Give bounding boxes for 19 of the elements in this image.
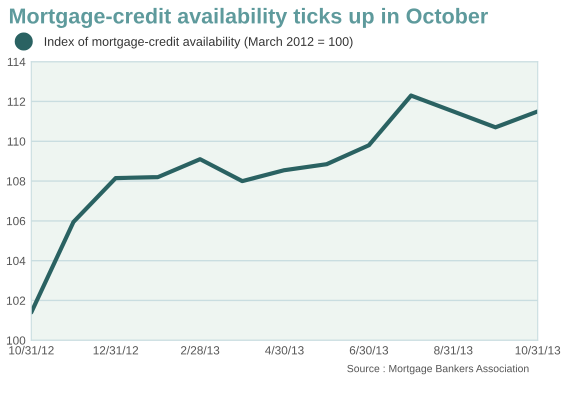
y-tick-label: 104 — [6, 256, 26, 266]
y-tick-label: 108 — [6, 177, 26, 186]
x-tick-label: 8/31/13 — [434, 346, 472, 355]
x-tick-label: 10/31/12 — [9, 346, 54, 355]
y-tick-label: 100 — [6, 336, 26, 345]
y-tick-label: 112 — [8, 98, 26, 106]
x-tick-label: 2/28/13 — [181, 346, 220, 355]
source-note: Source : Mortgage Bankers Association — [347, 364, 529, 374]
y-tick-label: 110 — [8, 137, 26, 146]
x-tick-label: 6/30/13 — [350, 346, 388, 355]
y-tick-label: 114 — [8, 58, 26, 66]
x-tick-label: 10/31/13 — [516, 346, 560, 355]
x-tick-label: 4/30/13 — [265, 346, 304, 355]
y-tick-label: 102 — [6, 296, 26, 305]
y-tick-label: 106 — [6, 216, 26, 226]
legend-label: Index of mortgage-credit availability (March 2012 = 100) — [44, 36, 353, 48]
x-tick-label: 12/31/12 — [94, 346, 138, 355]
chart-title: Mortgage-credit availability ticks up in October — [10, 8, 488, 28]
line-series — [31, 93, 538, 315]
